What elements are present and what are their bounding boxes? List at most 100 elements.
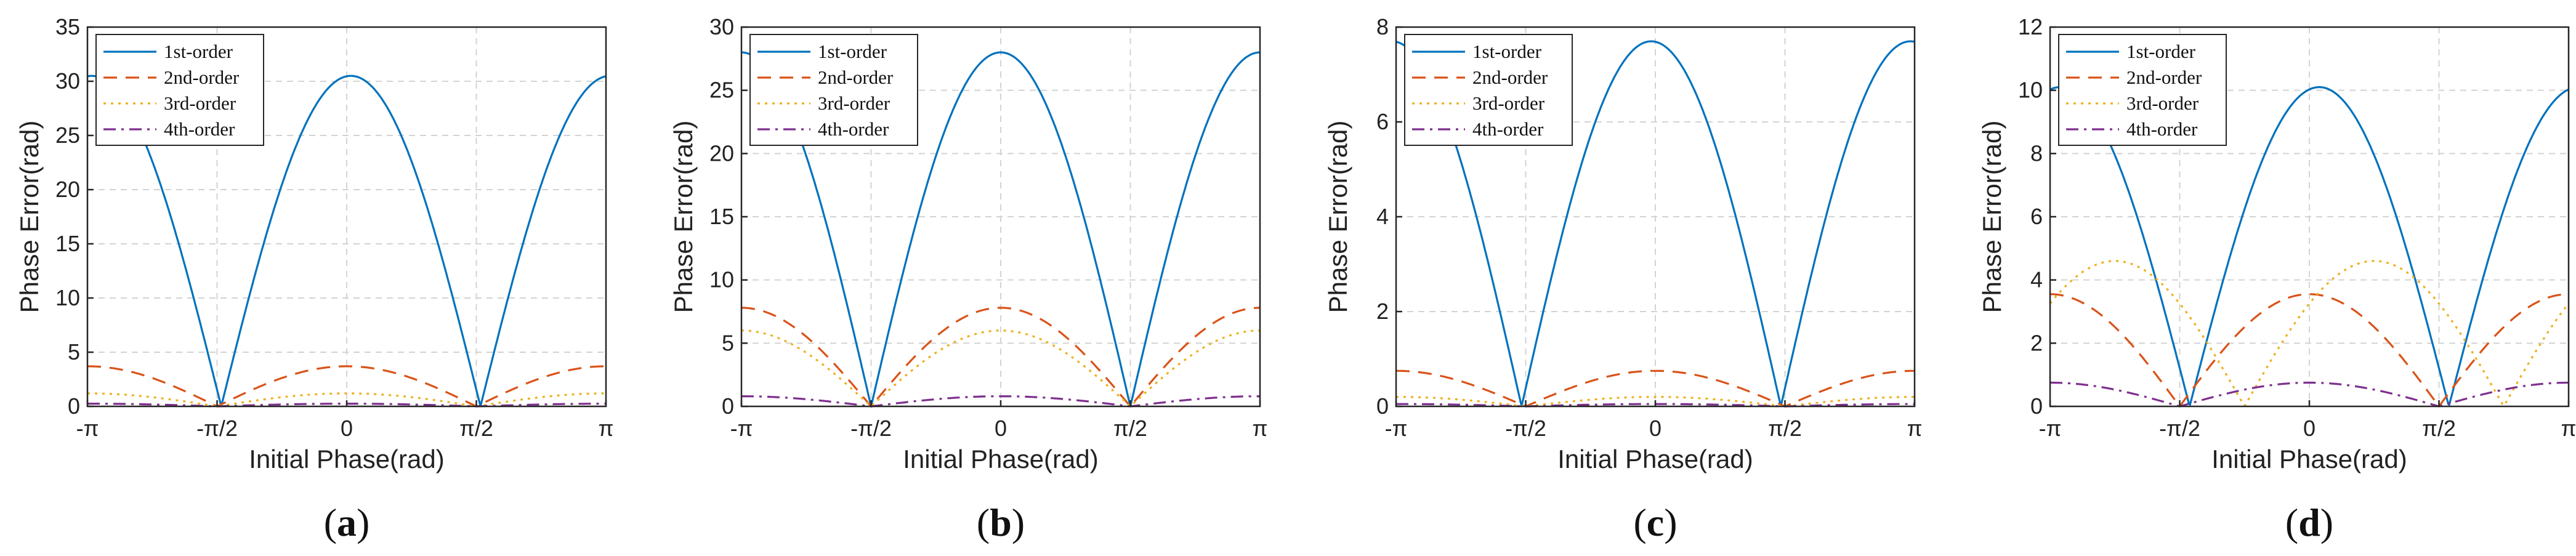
- grid: [87, 27, 606, 406]
- y-tick-label: 2: [2030, 330, 2043, 355]
- y-tick-label: 10: [709, 267, 734, 292]
- x-tick-label: 0: [995, 416, 1007, 441]
- legend-label-3rd-order: 3rd-order: [164, 92, 236, 114]
- y-tick-label: 12: [2018, 14, 2043, 39]
- x-tick-label: 0: [2303, 416, 2316, 441]
- x-tick-label: 0: [1649, 416, 1661, 441]
- legend-label-4th-order: 4th-order: [2126, 118, 2198, 140]
- legend-label-2nd-order: 2nd-order: [1472, 66, 1548, 88]
- legend-label-4th-order: 4th-order: [164, 118, 235, 140]
- panel-letter: a: [337, 501, 357, 544]
- series-line-4th-order: [741, 395, 1260, 408]
- x-tick-label: -π/2: [1505, 416, 1546, 441]
- y-tick-label: 8: [2030, 140, 2043, 166]
- y-tick-label: 0: [1376, 393, 1389, 419]
- legend-label-1st-order: 1st-order: [164, 41, 233, 62]
- y-tick-label: 6: [1376, 109, 1389, 134]
- y-tick-label: 0: [68, 393, 80, 419]
- x-tick-label: 0: [341, 416, 353, 441]
- panel-label: (b): [977, 501, 1025, 544]
- series-line-1st-order: [741, 51, 1260, 407]
- x-axis-title: Initial Phase(rad): [903, 445, 1098, 473]
- series-line-4th-order: [2050, 381, 2569, 408]
- legend-box: [95, 34, 264, 146]
- x-axis-title: Initial Phase(rad): [1557, 445, 1753, 473]
- legend-label-4th-order: 4th-order: [1472, 118, 1544, 140]
- legend-label-3rd-order: 3rd-order: [1472, 92, 1545, 114]
- y-tick-label: 0: [2030, 393, 2043, 419]
- y-tick-label: 4: [2030, 267, 2043, 292]
- panel-label: (c): [1633, 501, 1677, 544]
- legend-label-2nd-order: 2nd-order: [2126, 66, 2202, 88]
- legend: 1st-order 2nd-order 3rd-order 4th-order: [749, 34, 918, 146]
- series-line-2nd-order: [1396, 369, 1915, 408]
- series-line-1st-order: [87, 75, 607, 407]
- y-tick-label: 8: [1376, 14, 1389, 39]
- legend: 1st-order 2nd-order 3rd-order 4th-order: [95, 34, 264, 146]
- x-tick-label: -π: [730, 416, 753, 441]
- x-tick-label: -π: [1385, 416, 1408, 441]
- y-tick-label: 20: [709, 140, 734, 166]
- legend-label-3rd-order: 3rd-order: [818, 92, 890, 114]
- chart-panel-d: -π -π/2 0 π/2 π 0 2 4 6 8 10 12 Initial Phase(rad) Ph…: [1977, 14, 2576, 544]
- grid: [1396, 27, 1915, 406]
- x-axis-title: Initial Phase(rad): [2211, 445, 2407, 473]
- y-tick-label: 5: [68, 339, 80, 365]
- x-tick-label: -π: [2039, 416, 2062, 441]
- panel-label: (a): [324, 501, 370, 544]
- legend: 1st-order 2nd-order 3rd-order 4th-order: [2058, 34, 2227, 146]
- series-line-2nd-order: [741, 307, 1261, 408]
- y-tick-label: 25: [709, 78, 734, 103]
- y-tick-label: 20: [55, 177, 80, 202]
- legend-label-1st-order: 1st-order: [1472, 41, 1542, 62]
- y-axis-title: Phase Error(rad): [669, 121, 698, 313]
- x-tick-label: -π: [76, 416, 99, 441]
- x-axis-title: Initial Phase(rad): [249, 445, 444, 473]
- legend-label-3rd-order: 3rd-order: [2126, 92, 2199, 114]
- y-tick-label: 30: [55, 68, 80, 94]
- y-tick-label: 6: [2030, 204, 2043, 229]
- x-tick-label: π/2: [2422, 416, 2456, 441]
- y-tick-label: 0: [722, 393, 734, 419]
- x-tick-label: -π/2: [2159, 416, 2200, 441]
- legend-label-2nd-order: 2nd-order: [164, 66, 240, 88]
- legend-box: [749, 34, 918, 146]
- x-tick-label: π: [599, 416, 614, 441]
- y-tick-label: 10: [55, 285, 80, 310]
- x-tick-label: π: [2561, 416, 2576, 441]
- x-tick-label: π/2: [1113, 416, 1147, 441]
- y-tick-label: 4: [1376, 204, 1389, 229]
- legend-label-1st-order: 1st-order: [2126, 41, 2196, 62]
- series-line-3rd-order: [1396, 396, 1915, 408]
- y-tick-label: 35: [55, 14, 80, 39]
- y-axis-title: Phase Error(rad): [1323, 121, 1352, 313]
- panel-letter: d: [2298, 501, 2320, 544]
- x-tick-label: π/2: [1768, 416, 1802, 441]
- chart-panel-c: -π -π/2 0 π/2 π 0 2 4 6 8 Initial Phase(rad) Phase …: [1323, 14, 1922, 544]
- series-line-2nd-order: [2050, 293, 2569, 408]
- x-tick-label: -π/2: [850, 416, 892, 441]
- legend-label-2nd-order: 2nd-order: [818, 66, 894, 88]
- y-axis-title: Phase Error(rad): [1977, 121, 2006, 313]
- legend-box: [1404, 34, 1573, 146]
- series-line-3rd-order: [87, 392, 606, 408]
- y-axis-title: Phase Error(rad): [15, 121, 44, 313]
- series-line-1st-order: [2049, 86, 2569, 406]
- series-line-1st-order: [1395, 40, 1915, 407]
- y-tick-label: 15: [709, 204, 734, 229]
- x-tick-label: -π/2: [196, 416, 238, 441]
- x-tick-label: π/2: [459, 416, 493, 441]
- y-tick-label: 5: [722, 330, 734, 355]
- legend: 1st-order 2nd-order 3rd-order 4th-order: [1404, 34, 1573, 146]
- x-tick-label: π: [1253, 416, 1268, 441]
- panel-letter: c: [1647, 501, 1664, 544]
- series-line-3rd-order: [741, 329, 1260, 408]
- y-tick-label: 15: [55, 231, 80, 256]
- grid: [741, 27, 1260, 406]
- panel-label: (d): [2285, 501, 2333, 544]
- chart-panel-a: -π -π/2 0 π/2 π 0 5 10 15 20 25 30 35 Initial Phase(r…: [15, 14, 613, 544]
- y-tick-label: 2: [1376, 299, 1389, 324]
- x-tick-label: π: [1907, 416, 1923, 441]
- series-line-2nd-order: [87, 365, 606, 408]
